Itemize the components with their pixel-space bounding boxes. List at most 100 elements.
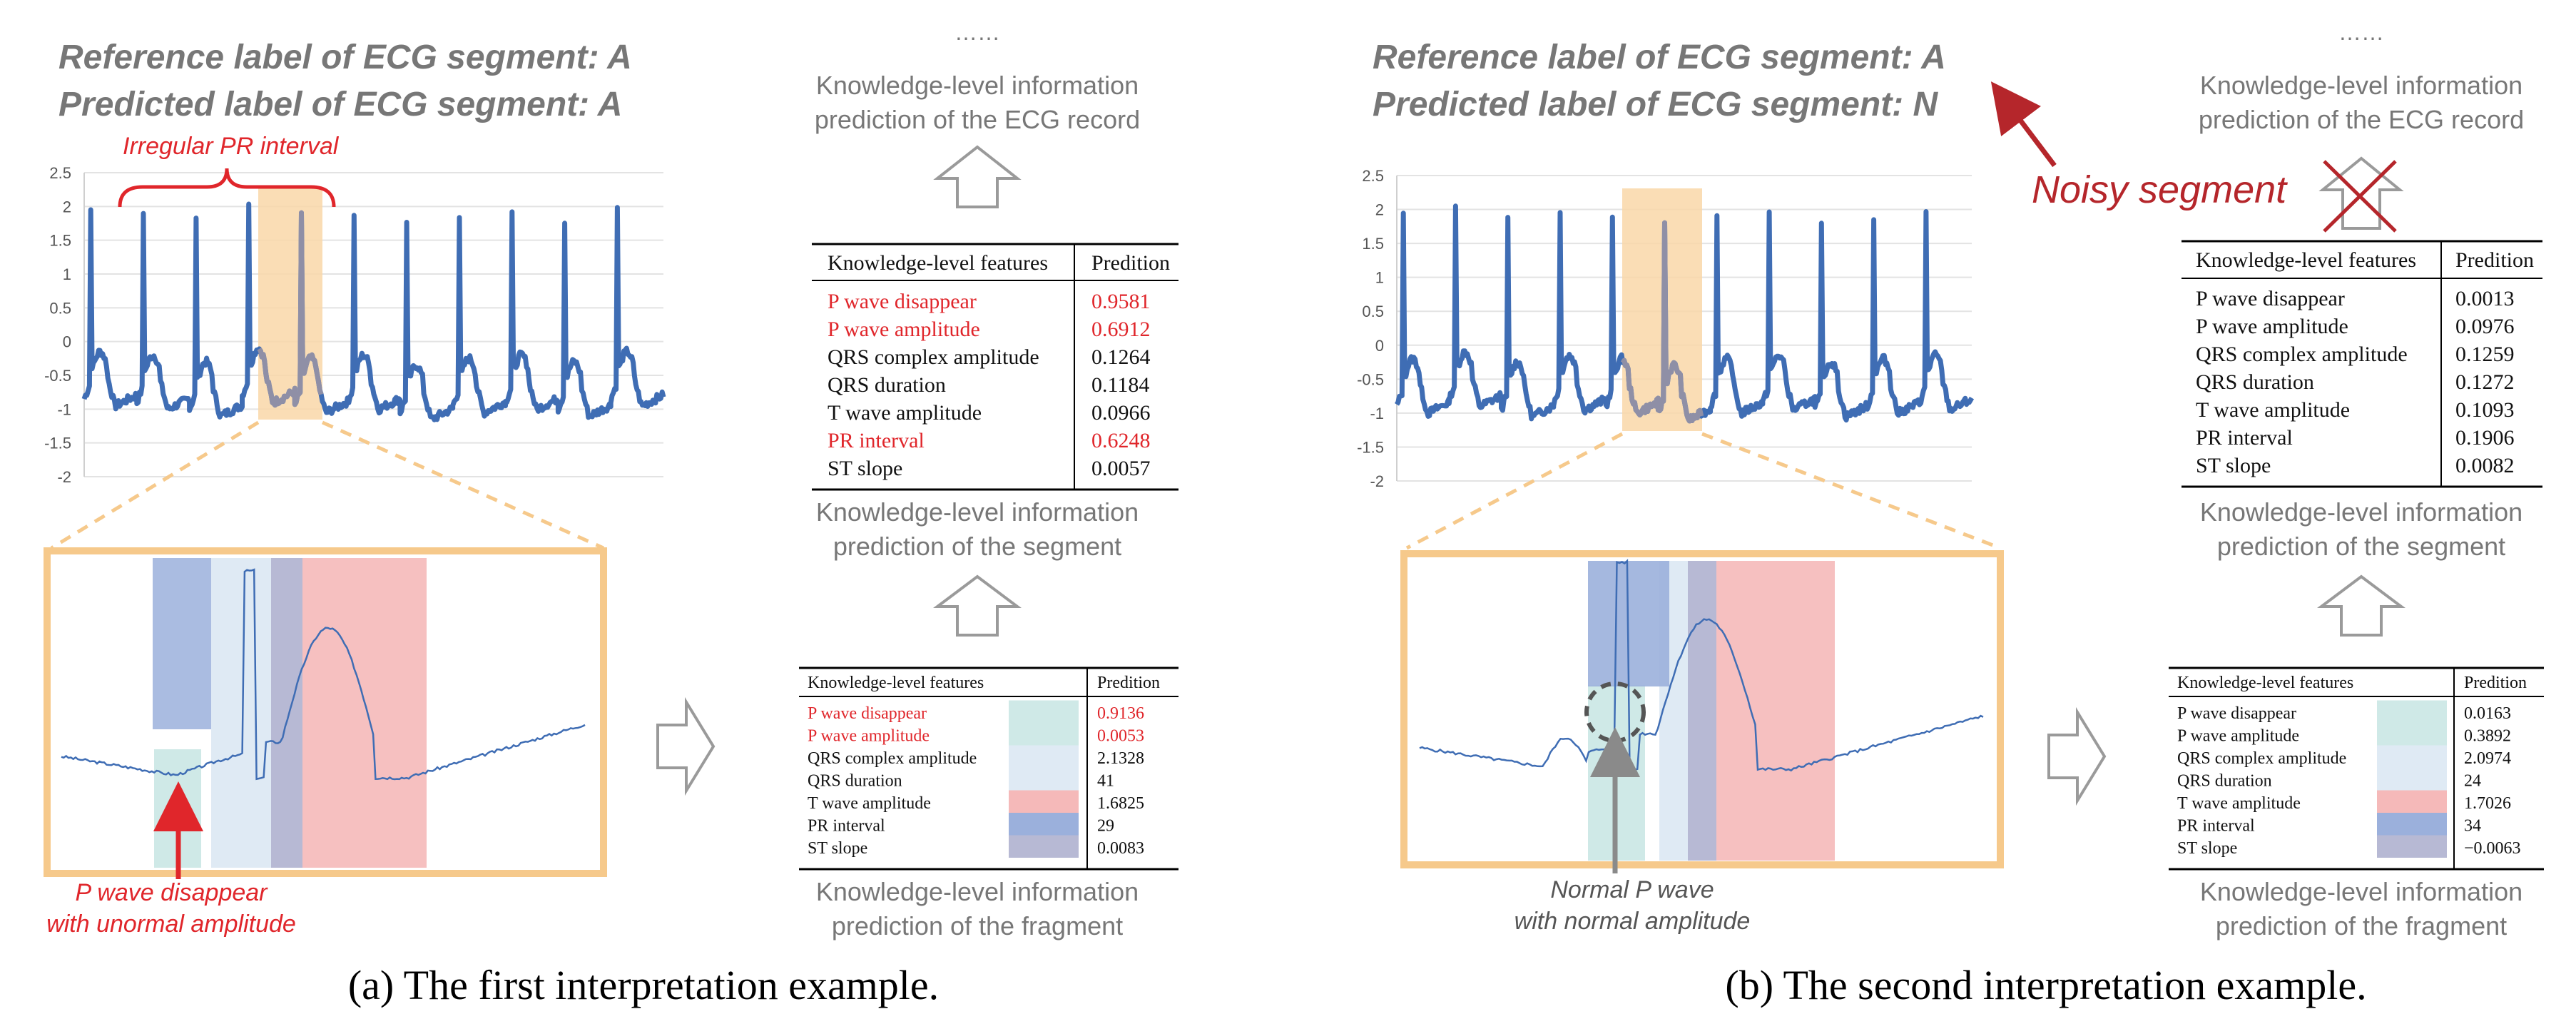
b-ytick-label: -0.5 bbox=[1357, 370, 1384, 388]
segment-table-b-header-feature: Knowledge-level features bbox=[2196, 248, 2416, 272]
table-row-swatch bbox=[1009, 745, 1079, 768]
pwave-note-b-line2: with normal amplitude bbox=[1514, 908, 1751, 935]
table-row-swatch bbox=[1009, 700, 1079, 723]
table-row-value: 0.0082 bbox=[2455, 454, 2515, 477]
a-ytick-label: 1 bbox=[63, 265, 71, 283]
table-row-value: 0.9136 bbox=[1097, 704, 1144, 723]
table-row-feature: P wave amplitude bbox=[808, 727, 930, 746]
table-row-feature: QRS complex amplitude bbox=[808, 749, 977, 768]
table-row-feature: QRS duration bbox=[808, 772, 902, 791]
reference-label-b: Reference label of ECG segment: A bbox=[1373, 39, 1946, 76]
table-row-feature: T wave amplitude bbox=[2196, 398, 2350, 422]
segment-prediction-a-line2: prediction of the segment bbox=[833, 532, 1121, 561]
ecg-segment-chart-b: 2.5 2 1.5 1 0.5 0 -0.5 -1 -1.5 -2 bbox=[1357, 167, 1975, 490]
arrow-up-icon-b-mid bbox=[2317, 574, 2406, 637]
b-ytick-label: 2 bbox=[1375, 201, 1384, 219]
table-row-value: 0.0057 bbox=[1091, 457, 1151, 480]
pr-interval-brace bbox=[118, 168, 336, 208]
b-ytick-label: -2 bbox=[1370, 472, 1384, 490]
table-row-feature: P wave amplitude bbox=[2177, 727, 2299, 746]
zoom-line-left-b bbox=[1405, 432, 1624, 550]
table-row-feature: QRS duration bbox=[2177, 772, 2272, 791]
dots-b: …… bbox=[2338, 19, 2384, 45]
table-row-value: −0.0063 bbox=[2464, 839, 2521, 858]
table-row-swatch bbox=[1009, 790, 1079, 813]
fragment-table-b-header-feature: Knowledge-level features bbox=[2177, 674, 2353, 692]
pwave-note-b-line1: Normal P wave bbox=[1550, 876, 1714, 903]
reference-label-a: Reference label of ECG segment: A bbox=[58, 39, 632, 76]
table-row-value: 0.1093 bbox=[2455, 398, 2515, 422]
table-row-value: 0.0013 bbox=[2455, 287, 2515, 310]
segment-table-b-header-value: Predition bbox=[2455, 248, 2534, 272]
table-row-feature: P wave disappear bbox=[808, 704, 927, 723]
zoom-line-right-a bbox=[321, 420, 605, 550]
fragment-prediction-b-line2: prediction of the fragment bbox=[2216, 911, 2507, 941]
table-row-feature: T wave amplitude bbox=[2177, 794, 2301, 813]
table-row-feature: P wave amplitude bbox=[2196, 315, 2348, 338]
table-row-swatch bbox=[2377, 745, 2447, 768]
record-prediction-b-line2: prediction of the ECG record bbox=[2199, 105, 2524, 134]
fragment-table-a-header-value: Predition bbox=[1097, 674, 1160, 692]
a-ytick-label: -2 bbox=[57, 468, 71, 486]
segment-table-b: Knowledge-level features Predition P wav… bbox=[2182, 240, 2542, 488]
table-row-value: 1.7026 bbox=[2464, 794, 2511, 813]
fragment-prediction-a-line1: Knowledge-level information bbox=[816, 877, 1139, 906]
zoom-line-left-a bbox=[50, 420, 260, 550]
segment-table-a: Knowledge-level features Predition P wav… bbox=[812, 243, 1178, 491]
table-row-feature: T wave amplitude bbox=[828, 401, 982, 425]
table-row-value: 0.1264 bbox=[1091, 345, 1151, 369]
caption-b: (b) The second interpretation example. bbox=[1725, 962, 2366, 1008]
b-ytick-label: 2.5 bbox=[1362, 167, 1384, 185]
table-row-swatch bbox=[2377, 723, 2447, 746]
caption-a: (a) The first interpretation example. bbox=[348, 962, 939, 1008]
fragment-table-b-header-value: Predition bbox=[2464, 674, 2527, 692]
arrow-right-icon-b bbox=[2047, 706, 2107, 806]
table-row-value: 0.1259 bbox=[2455, 343, 2515, 366]
twave-band-a bbox=[302, 558, 427, 868]
table-row-value: 0.9581 bbox=[1091, 290, 1151, 313]
ecg-highlight-signal-a bbox=[257, 210, 324, 408]
pwave-note-a-line2: with unormal amplitude bbox=[46, 911, 296, 938]
table-row-value: 29 bbox=[1097, 817, 1114, 836]
table-row-value: 41 bbox=[1097, 772, 1114, 791]
st-band-b bbox=[1688, 561, 1716, 861]
table-row-swatch bbox=[1009, 835, 1079, 858]
table-row-feature: QRS complex amplitude bbox=[2177, 749, 2346, 768]
segment-table-a-header-value: Predition bbox=[1091, 251, 1170, 275]
zoom-line-right-b bbox=[1701, 432, 2001, 550]
table-row-feature: ST slope bbox=[808, 839, 867, 858]
a-ytick-label: 0.5 bbox=[49, 299, 71, 317]
record-prediction-a-line2: prediction of the ECG record bbox=[815, 105, 1140, 134]
table-row-value: 0.1906 bbox=[2455, 426, 2515, 450]
dots-a: …… bbox=[954, 19, 1000, 45]
pwave-note-a-line1: P wave disappear bbox=[75, 879, 268, 906]
ecg-segment-chart-a: 2.5 2 1.5 1 0.5 0 -0.5 -1 -1.5 -2 Irregular PR in… bbox=[44, 133, 666, 486]
table-row-feature: ST slope bbox=[828, 457, 902, 480]
fragment-table-a-header-feature: Knowledge-level features bbox=[808, 674, 984, 692]
arrow-up-icon-a-top bbox=[933, 145, 1022, 208]
pr-band-a bbox=[153, 558, 211, 729]
fragment-signal-b bbox=[1419, 559, 1984, 772]
fragment-zoom-a bbox=[44, 547, 607, 879]
a-ytick-label: 0 bbox=[63, 333, 71, 351]
fragment-prediction-b-line1: Knowledge-level information bbox=[2200, 877, 2522, 906]
a-ytick-label: -0.5 bbox=[44, 367, 71, 385]
arrow-right-icon-a bbox=[656, 696, 716, 796]
arrow-up-icon-a-mid bbox=[933, 574, 1022, 637]
noisy-arrow bbox=[1990, 81, 2057, 168]
table-row-value: 0.3892 bbox=[2464, 727, 2511, 746]
table-row-swatch bbox=[2377, 790, 2447, 813]
panel-b: Reference label of ECG segment: A Predic… bbox=[1357, 19, 2544, 1008]
a-ytick-label: 1.5 bbox=[49, 232, 71, 250]
b-ytick-label: -1 bbox=[1370, 405, 1384, 422]
table-row-feature: PR interval bbox=[2196, 426, 2293, 450]
table-row-feature: P wave disappear bbox=[2177, 704, 2296, 723]
table-row-value: 2.1328 bbox=[1097, 749, 1144, 768]
b-ytick-label: -1.5 bbox=[1357, 438, 1384, 456]
table-row-value: 0.0163 bbox=[2464, 704, 2511, 723]
table-row-swatch bbox=[2377, 768, 2447, 791]
pr-interval-annotation: Irregular PR interval bbox=[123, 133, 340, 160]
table-row-swatch bbox=[2377, 813, 2447, 836]
table-row-value: 34 bbox=[2464, 817, 2481, 836]
table-row-swatch bbox=[1009, 723, 1079, 746]
